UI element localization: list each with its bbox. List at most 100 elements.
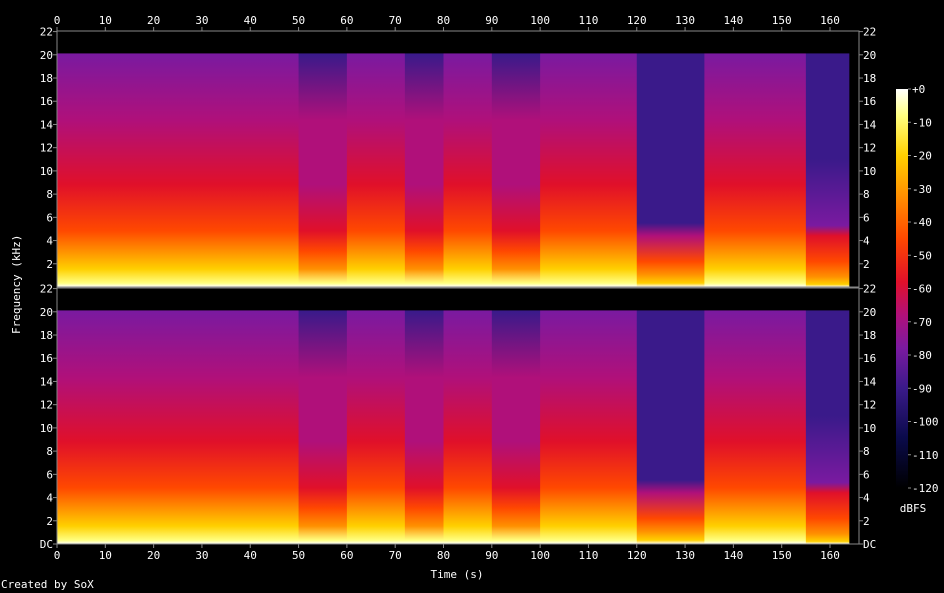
y-tick-label: 4 — [46, 492, 53, 505]
channel-2-frame — [56, 287, 860, 545]
colorbar-tick-label: -30 — [912, 183, 932, 196]
spectrogram-segment — [57, 31, 150, 287]
spectrogram-segment — [443, 31, 493, 287]
colorbar-tick-label: -40 — [912, 216, 932, 229]
x-tick-label: 0 — [54, 549, 61, 562]
spectrogram-segment — [805, 288, 850, 544]
x-tick-label: 150 — [772, 549, 792, 562]
y-tick-label: 6 — [46, 211, 53, 224]
spectrogram-segment — [298, 31, 348, 287]
x-tick-label: 0 — [54, 14, 61, 27]
y-tick-label: 22 — [40, 26, 53, 39]
spectrogram-segment — [491, 31, 541, 287]
x-tick-label: 40 — [244, 14, 257, 27]
y-tick-label: 10 — [40, 422, 53, 435]
x-tick-label: 70 — [389, 549, 402, 562]
y-tick-label: 18 — [40, 329, 53, 342]
colorbar-gradient — [896, 89, 908, 488]
y-tick-label: 20 — [40, 306, 53, 319]
colorbar-tick-label: -20 — [912, 150, 932, 163]
y-tick-label: 12 — [40, 142, 53, 155]
colorbar-tick-label: -90 — [912, 382, 932, 395]
spectrogram-segment — [404, 288, 445, 544]
colorbar-label: dBFS — [900, 502, 927, 515]
spectrogram-segment — [404, 31, 445, 287]
x-tick-label: 60 — [340, 549, 353, 562]
y-tick-label: 14 — [863, 375, 877, 388]
y-tick-label: DC — [40, 538, 53, 551]
y-tick-label: 10 — [863, 422, 876, 435]
x-axis-top: 0 10 20 30 40 50 60 70 80 90 100 110 120 130 140 150 160 — [54, 14, 840, 31]
x-tick-label: 140 — [723, 549, 743, 562]
y-tick-label: 18 — [863, 329, 876, 342]
x-tick-label: 30 — [195, 14, 208, 27]
y-tick-label: 4 — [863, 492, 870, 505]
x-tick-label: 110 — [579, 14, 599, 27]
x-tick-label: 130 — [675, 14, 695, 27]
y-axis-label: Frequency (kHz) — [10, 235, 23, 334]
y-tick-label: 14 — [863, 118, 877, 131]
x-tick-label: 50 — [292, 549, 305, 562]
x-tick-label: 120 — [627, 549, 647, 562]
x-tick-label: 160 — [820, 549, 840, 562]
y-tick-label: 16 — [40, 352, 53, 365]
x-tick-label: 10 — [99, 14, 112, 27]
spectrogram-segment — [636, 31, 705, 287]
y-tick-label: 12 — [863, 142, 876, 155]
spectrogram-segment — [298, 288, 348, 544]
channel-1-spectrogram — [56, 30, 860, 288]
spectrogram-segment — [148, 288, 300, 544]
y-axis: 2 2 4 4 6 6 8 8 10 10 12 12 14 14 16 16 18 18 20 20 22 22 DC DC… — [40, 26, 877, 551]
spectrogram-segment — [148, 31, 300, 287]
y-tick-label: 4 — [46, 235, 53, 248]
spectrogram-segment — [540, 288, 638, 544]
y-tick-label: 18 — [863, 72, 876, 85]
x-tick-label: 80 — [437, 549, 450, 562]
colorbar: +0 -10 -20 -30 -40 -50 -60 -70 -80 -90 -100 -110 -12… — [896, 83, 939, 495]
x-tick-label: 20 — [147, 14, 160, 27]
x-tick-label: 150 — [772, 14, 792, 27]
spectrogram-segment — [849, 288, 860, 544]
y-tick-label: 18 — [40, 72, 53, 85]
y-tick-label: 12 — [40, 399, 53, 412]
x-tick-label: 140 — [723, 14, 743, 27]
x-tick-label: 110 — [579, 549, 599, 562]
channel-2-spectrogram — [56, 287, 860, 545]
colorbar-tick-label: -60 — [912, 283, 932, 296]
x-axis-label: Time (s) — [431, 568, 484, 581]
x-tick-label: 160 — [820, 14, 840, 27]
y-tick-label: 6 — [863, 211, 870, 224]
x-tick-label: 30 — [195, 549, 208, 562]
spectrogram-segment — [443, 288, 493, 544]
y-tick-label: 10 — [40, 165, 53, 178]
x-tick-label: 20 — [147, 549, 160, 562]
colorbar-tick-label: -10 — [912, 116, 932, 129]
y-tick-label: 8 — [46, 445, 53, 458]
y-tick-label: 16 — [863, 352, 876, 365]
spectrogram-segment — [849, 31, 860, 287]
y-tick-label: 20 — [863, 49, 876, 62]
y-tick-label: 14 — [40, 118, 54, 131]
spectrogram-segment — [704, 31, 807, 287]
y-tick-label: 8 — [863, 188, 870, 201]
y-tick-label: 10 — [863, 165, 876, 178]
y-tick-label: 4 — [863, 235, 870, 248]
x-axis-bottom: 0 10 20 30 40 50 60 70 80 90 100 110 120 130 140 150 160 — [54, 544, 840, 562]
y-tick-label: 2 — [46, 258, 53, 271]
x-tick-label: 120 — [627, 14, 647, 27]
colorbar-tick-label: +0 — [912, 83, 925, 96]
y-tick-label: 12 — [863, 399, 876, 412]
y-tick-label: DC — [863, 538, 876, 551]
y-tick-label: 22 — [40, 283, 53, 296]
x-tick-label: 100 — [530, 14, 550, 27]
channel-1-frame — [56, 30, 860, 288]
x-tick-label: 70 — [389, 14, 402, 27]
y-tick-label: 20 — [40, 49, 53, 62]
spectrogram-segment — [346, 288, 406, 544]
spectrogram-segment — [540, 31, 638, 287]
x-tick-label: 40 — [244, 549, 257, 562]
y-tick-label: 16 — [863, 95, 876, 108]
x-tick-label: 50 — [292, 14, 305, 27]
y-tick-label: 22 — [863, 283, 876, 296]
